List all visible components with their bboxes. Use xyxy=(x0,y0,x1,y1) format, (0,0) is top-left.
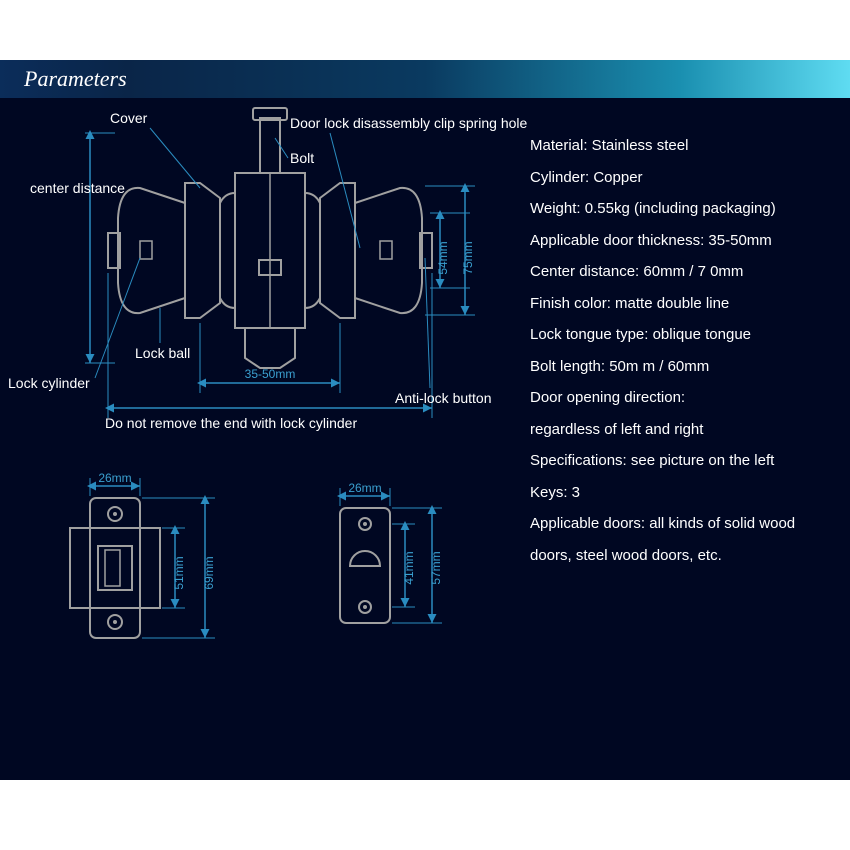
spec-line: Specifications: see picture on the left xyxy=(530,445,840,477)
spec-line: doors, steel wood doors, etc. xyxy=(530,540,840,572)
plate1-diagram: 26mm 51mm 69mm xyxy=(70,471,216,638)
plate2-diagram: 26mm 41mm 57mm xyxy=(340,481,443,623)
diagram-area: 54mm 75mm 35-50mm Cover Bolt Door lock d… xyxy=(0,58,530,738)
plate1-h1: 51mm xyxy=(172,556,186,589)
plate2-h2: 57mm xyxy=(429,551,443,584)
dim-54: 54mm xyxy=(436,241,450,274)
technical-diagram: 54mm 75mm 35-50mm Cover Bolt Door lock d… xyxy=(0,58,530,738)
spec-line: Weight: 0.55kg (including packaging) xyxy=(530,193,840,225)
label-bolt: Bolt xyxy=(290,150,314,166)
label-no-remove: Do not remove the end with lock cylinder xyxy=(105,415,357,431)
spec-line: regardless of left and right xyxy=(530,414,840,446)
spec-list: Material: Stainless steel Cylinder: Copp… xyxy=(530,130,840,571)
dim-75: 75mm xyxy=(461,241,475,274)
plate2-h1: 41mm xyxy=(402,551,416,584)
knob-diagram: 54mm 75mm 35-50mm Cover Bolt Door lock d… xyxy=(8,108,528,431)
plate1-h2: 69mm xyxy=(202,556,216,589)
spec-line: Finish color: matte double line xyxy=(530,288,840,320)
spec-line: Bolt length: 50m m / 60mm xyxy=(530,351,840,383)
spec-line: Material: Stainless steel xyxy=(530,130,840,162)
label-lock-cylinder: Lock cylinder xyxy=(8,375,90,391)
spec-line: Cylinder: Copper xyxy=(530,162,840,194)
spec-line: Lock tongue type: oblique tongue xyxy=(530,319,840,351)
label-center-distance: center distance xyxy=(30,180,125,196)
spec-line: Center distance: 60mm / 7 0mm xyxy=(530,256,840,288)
dim-thickness: 35-50mm xyxy=(245,367,296,381)
label-spring-hole: Door lock disassembly clip spring hole xyxy=(290,115,528,131)
spec-line: Door opening direction: xyxy=(530,382,840,414)
label-lock-ball: Lock ball xyxy=(135,345,190,361)
label-cover: Cover xyxy=(110,110,148,126)
label-anti-lock: Anti-lock button xyxy=(395,390,492,406)
spec-line: Applicable doors: all kinds of solid woo… xyxy=(530,508,840,540)
plate1-w: 26mm xyxy=(98,471,131,485)
spec-line: Applicable door thickness: 35-50mm xyxy=(530,225,840,257)
spec-line: Keys: 3 xyxy=(530,477,840,509)
plate2-w: 26mm xyxy=(348,481,381,495)
